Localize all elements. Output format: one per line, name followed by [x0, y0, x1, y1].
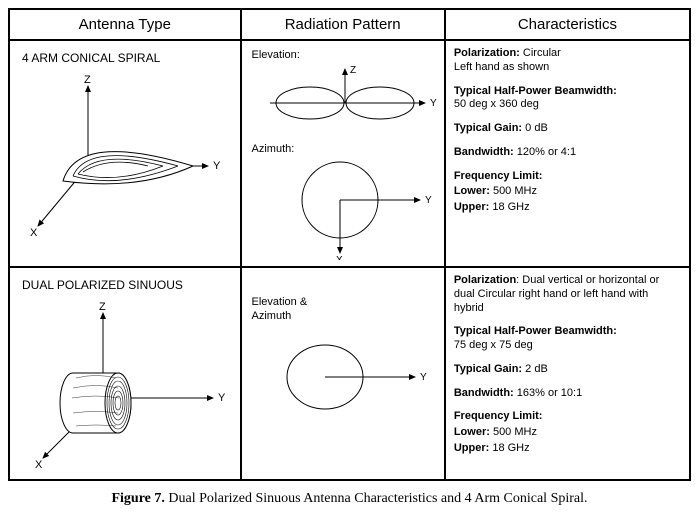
- axis-y-label-2: Y: [218, 392, 226, 404]
- char-freq-limit-1: Frequency Limit:: [454, 170, 681, 184]
- pattern-y-label-2: Y: [420, 372, 427, 383]
- figure-caption: Figure 7. Dual Polarized Sinuous Antenna…: [8, 491, 691, 507]
- antenna-comparison-table: Antenna Type Radiation Pattern Character…: [8, 8, 691, 481]
- elev-z-label: Z: [350, 65, 356, 76]
- char-freq-limit-2: Frequency Limit:: [454, 410, 681, 424]
- elevation-label-1: Elevation:: [252, 49, 436, 61]
- char-freq-lower-2: Lower: 500 MHz: [454, 426, 681, 440]
- antenna-title-1: 4 ARM CONICAL SPIRAL: [22, 51, 232, 65]
- conical-spiral-diagram: Z Y X: [18, 71, 228, 241]
- table-row-conical-spiral: 4 ARM CONICAL SPIRAL Z Y X: [9, 40, 690, 267]
- char-freq-upper-1: Upper: 18 GHz: [454, 201, 681, 215]
- cell-characteristics-2: Polarization: Dual vertical or horizonta…: [445, 267, 690, 480]
- char-hpbw-2: Typical Half-Power Beamwidth: 75 deg x 7…: [454, 325, 681, 353]
- char-freq-lower-1: Lower: 500 MHz: [454, 185, 681, 199]
- antenna-title-2: DUAL POLARIZED SINUOUS: [22, 278, 232, 292]
- az-y-label: Y: [425, 195, 432, 206]
- cell-antenna-type-1: 4 ARM CONICAL SPIRAL Z Y X: [9, 40, 241, 267]
- cell-radiation-pattern-2: Elevation & Azimuth Y: [241, 267, 445, 480]
- axis-x-label-2: X: [35, 459, 43, 471]
- char-polarization-1: Polarization: Circular Left hand as show…: [454, 47, 681, 75]
- header-radiation-pattern: Radiation Pattern: [241, 9, 445, 40]
- combined-pattern-2: Y: [250, 322, 440, 432]
- azimuth-label-1: Azimuth:: [252, 143, 436, 155]
- header-characteristics: Characteristics: [445, 9, 690, 40]
- axis-z-label-2: Z: [99, 301, 106, 313]
- azimuth-pattern-1: Y X: [250, 155, 440, 260]
- cell-radiation-pattern-1: Elevation: Z Y Azimuth:: [241, 40, 445, 267]
- header-antenna-type: Antenna Type: [9, 9, 241, 40]
- axis-x-label: X: [30, 227, 38, 239]
- char-freq-upper-2: Upper: 18 GHz: [454, 442, 681, 456]
- cell-characteristics-1: Polarization: Circular Left hand as show…: [445, 40, 690, 267]
- char-bandwidth-1: Bandwidth: 120% or 4:1: [454, 146, 681, 160]
- char-gain-1: Typical Gain: 0 dB: [454, 122, 681, 136]
- axis-y-label: Y: [213, 160, 221, 172]
- az-x-label: X: [336, 255, 343, 260]
- char-bandwidth-2: Bandwidth: 163% or 10:1: [454, 387, 681, 401]
- table-header-row: Antenna Type Radiation Pattern Character…: [9, 9, 690, 40]
- elevation-pattern-1: Z Y: [250, 61, 440, 141]
- combined-label-2b: Azimuth: [252, 310, 436, 322]
- cell-antenna-type-2: DUAL POLARIZED SINUOUS Z Y X: [9, 267, 241, 480]
- char-gain-2: Typical Gain: 2 dB: [454, 363, 681, 377]
- char-polarization-2: Polarization: Dual vertical or horizonta…: [454, 274, 681, 315]
- table-row-sinuous: DUAL POLARIZED SINUOUS Z Y X: [9, 267, 690, 480]
- char-hpbw-1: Typical Half-Power Beamwidth: 50 deg x 3…: [454, 85, 681, 113]
- elev-y-label: Y: [430, 98, 437, 109]
- sinuous-diagram: Z Y X: [18, 298, 228, 473]
- combined-label-2a: Elevation &: [252, 296, 436, 308]
- axis-z-label: Z: [84, 74, 91, 86]
